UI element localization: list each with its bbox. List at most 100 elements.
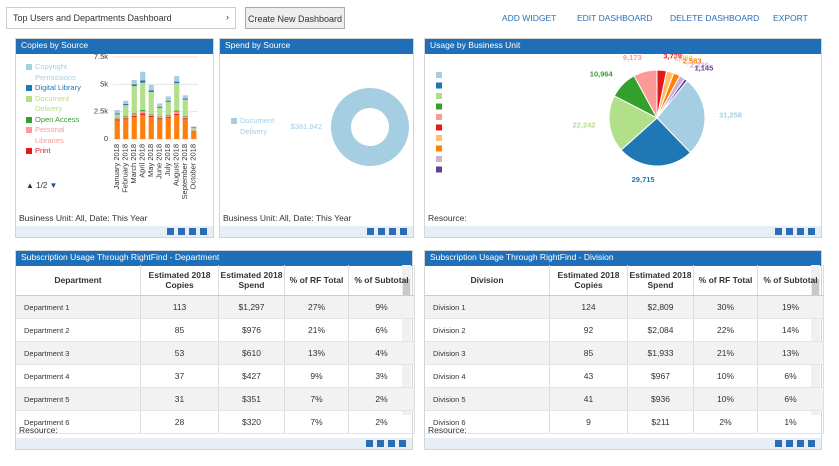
cell: 14% [757, 318, 824, 342]
widget-title: Spend by Source [220, 39, 413, 54]
pager-text: 1/2 [36, 181, 48, 190]
cell: 13% [284, 341, 349, 365]
legend-label: Copyright Permissions [35, 62, 76, 82]
column-header[interactable]: Division [425, 265, 550, 296]
cell: 4% [348, 341, 415, 365]
cell: 85 [549, 341, 628, 365]
cell: 9% [284, 364, 349, 388]
table-row: Division 3 85 $1,933 21% 13% [425, 341, 824, 365]
cell: 21% [284, 318, 349, 342]
cell: 9 [549, 410, 628, 434]
cell: 27% [284, 295, 349, 319]
legend: Copyright Permissions Digital Library Docu… [26, 62, 82, 157]
cell: Division 4 [425, 364, 550, 388]
table-row: Department 5 31 $351 7% 2% [16, 387, 415, 411]
table-row: Division 1 124 $2,809 30% 19% [425, 295, 824, 319]
table-row: Department 4 37 $427 9% 3% [16, 364, 415, 388]
legend-swatch [26, 85, 32, 91]
column-header[interactable]: % of Subtotal [348, 265, 415, 296]
cell: 10% [693, 364, 758, 388]
cell: 7% [284, 387, 349, 411]
data-table: Division Estimated 2018 Copies Estimated 2… [425, 265, 824, 434]
cell: 53 [140, 341, 219, 365]
cell: 2% [348, 410, 415, 434]
widget: Spend by Source Business Unit: All, Date… [219, 38, 414, 238]
cell: 22% [693, 318, 758, 342]
cell: $211 [627, 410, 694, 434]
cell: 3% [348, 364, 415, 388]
cell: 21% [693, 341, 758, 365]
legend-item: Digital Library [26, 83, 82, 94]
cell: $936 [627, 387, 694, 411]
table-row: Department 1 113 $1,297 27% 9% [16, 295, 415, 319]
cell: $1,297 [218, 295, 285, 319]
export[interactable]: EXPORT [773, 13, 808, 23]
column-header[interactable]: Estimated 2018 Spend [627, 265, 694, 296]
legend-item: Open Access [26, 115, 82, 126]
column-header[interactable]: % of Subtotal [757, 265, 824, 296]
widget: Subscription Usage Through RightFind - D… [424, 250, 824, 450]
toolbar [16, 226, 213, 237]
delete-dashboard[interactable]: DELETE DASHBOARD [670, 13, 760, 23]
pager[interactable]: ▲ 1/2 ▼ [26, 181, 58, 190]
cell: $976 [218, 318, 285, 342]
cell: $351 [218, 387, 285, 411]
cell: $427 [218, 364, 285, 388]
cell: Division 6 [425, 410, 550, 434]
column-header[interactable]: Department [16, 265, 141, 296]
cell: 113 [140, 295, 219, 319]
cell: 7% [284, 410, 349, 434]
toolbar [220, 226, 413, 237]
cell: 6% [757, 387, 824, 411]
cell: 6% [757, 364, 824, 388]
cell: Department 5 [16, 387, 141, 411]
add-widget[interactable]: ADD WIDGET [502, 13, 557, 23]
table-row: Division 5 41 $936 10% 6% [425, 387, 824, 411]
legend-item: Print [26, 146, 82, 157]
widget: Copies by Source Business Unit: All, Dat… [15, 38, 214, 238]
cell: 43 [549, 364, 628, 388]
footer: Resource: [428, 213, 467, 223]
legend-item: Personal Libraries [26, 125, 82, 146]
cell: Division 3 [425, 341, 550, 365]
cell: Department 4 [16, 364, 141, 388]
column-header[interactable]: % of RF Total [284, 265, 349, 296]
dashboard-select[interactable]: Top Users and Departments Dashboard [6, 7, 236, 29]
cell: 124 [549, 295, 628, 319]
legend: Document Delivery [231, 116, 287, 137]
table-row: Department 2 85 $976 21% 6% [16, 318, 415, 342]
toolbar [425, 438, 821, 449]
column-header[interactable]: Estimated 2018 Copies [140, 265, 219, 296]
legend-swatch [26, 95, 32, 102]
column-header[interactable]: Estimated 2018 Spend [218, 265, 285, 296]
legend-label: Digital Library [35, 83, 81, 92]
cell: $2,809 [627, 295, 694, 319]
create-button[interactable]: Create New Dashboard [245, 7, 345, 29]
cell: 2% [348, 387, 415, 411]
cell: 92 [549, 318, 628, 342]
widget-title: Copies by Source [16, 39, 213, 54]
toolbar [425, 226, 821, 237]
cell: 9% [348, 295, 415, 319]
legend-swatch [26, 148, 32, 154]
footer: Business Unit: All, Date: This Year [223, 213, 352, 223]
cell: 2% [693, 410, 758, 434]
legend-label: Personal Libraries [35, 125, 65, 145]
footer: Business Unit: All, Date: This Year [19, 213, 148, 223]
data-table: Department Estimated 2018 Copies Estimated… [16, 265, 415, 434]
widget: Subscription Usage Through RightFind - D… [15, 250, 415, 450]
widget-title: Subscription Usage Through RightFind - D… [16, 251, 412, 266]
cell: $967 [627, 364, 694, 388]
cell: 37 [140, 364, 219, 388]
column-header[interactable]: Estimated 2018 Copies [549, 265, 628, 296]
table-row: Division 2 92 $2,084 22% 14% [425, 318, 824, 342]
edit-dashboard[interactable]: EDIT DASHBOARD [577, 13, 653, 23]
table-row: Division 6 9 $211 2% 1% [425, 410, 824, 434]
legend-item: Document Delivery [26, 94, 82, 115]
column-header[interactable]: % of RF Total [693, 265, 758, 296]
cell: 41 [549, 387, 628, 411]
table-row: Division 4 43 $967 10% 6% [425, 364, 824, 388]
cell: 31 [140, 387, 219, 411]
cell: $610 [218, 341, 285, 365]
